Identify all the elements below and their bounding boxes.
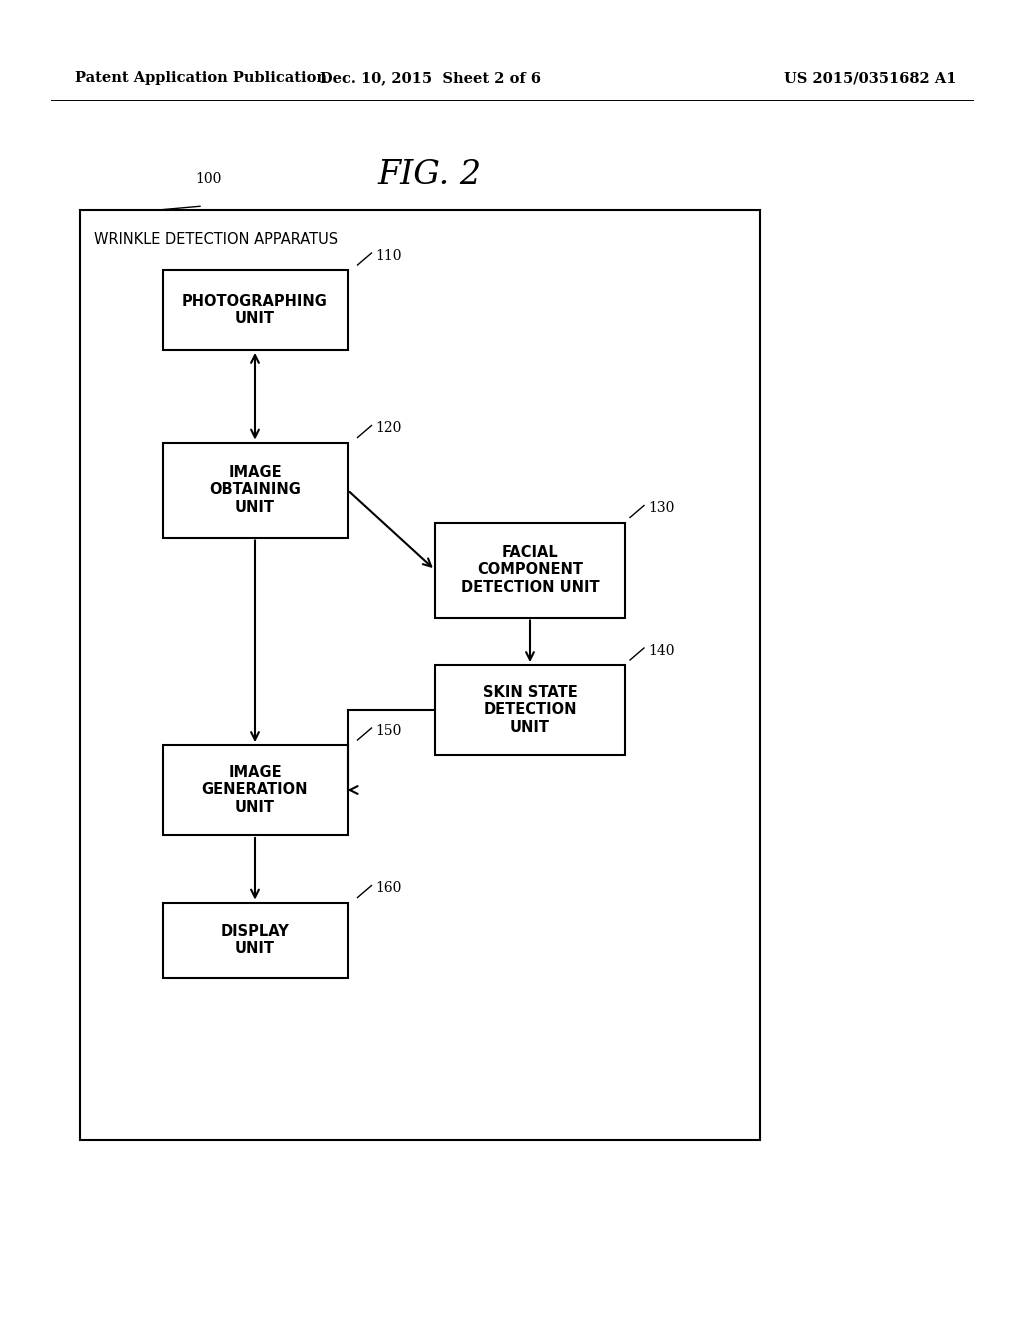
Text: 130: 130 [648, 502, 675, 516]
Bar [163, 744, 347, 836]
Text: IMAGE
GENERATION
UNIT: IMAGE GENERATION UNIT [202, 766, 308, 814]
Text: IMAGE
OBTAINING
UNIT: IMAGE OBTAINING UNIT [209, 465, 301, 515]
Text: US 2015/0351682 A1: US 2015/0351682 A1 [783, 71, 956, 84]
Text: WRINKLE DETECTION APPARATUS: WRINKLE DETECTION APPARATUS [94, 232, 338, 247]
Text: SKIN STATE
DETECTION
UNIT: SKIN STATE DETECTION UNIT [482, 685, 578, 735]
Text: Dec. 10, 2015  Sheet 2 of 6: Dec. 10, 2015 Sheet 2 of 6 [319, 71, 541, 84]
Text: Patent Application Publication: Patent Application Publication [75, 71, 327, 84]
Text: 150: 150 [376, 723, 401, 738]
Bar [163, 442, 347, 537]
Bar [435, 665, 625, 755]
Bar [163, 271, 347, 350]
Text: FACIAL
COMPONENT
DETECTION UNIT: FACIAL COMPONENT DETECTION UNIT [461, 545, 599, 595]
Bar [163, 903, 347, 978]
Text: DISPLAY
UNIT: DISPLAY UNIT [220, 924, 290, 956]
Text: FIG. 2: FIG. 2 [378, 158, 482, 191]
Text: 140: 140 [648, 644, 675, 657]
Text: 110: 110 [376, 249, 402, 263]
Bar [80, 210, 760, 1140]
Text: 120: 120 [376, 421, 401, 436]
Text: 100: 100 [195, 172, 221, 186]
Text: PHOTOGRAPHING
UNIT: PHOTOGRAPHING UNIT [182, 294, 328, 326]
Text: 160: 160 [376, 882, 401, 895]
Bar [435, 523, 625, 618]
